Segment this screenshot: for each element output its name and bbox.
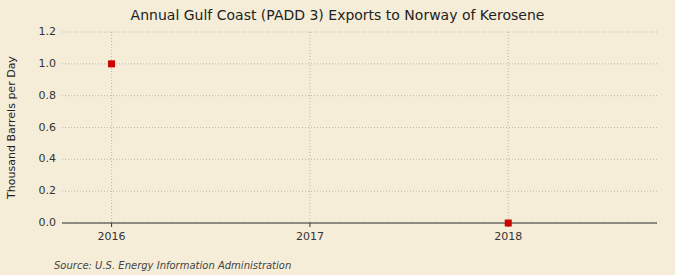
x-tick bbox=[111, 223, 112, 227]
y-grid-line bbox=[62, 159, 657, 160]
y-tick-label: 1.2 bbox=[39, 25, 57, 38]
y-tick-label: 0.6 bbox=[39, 121, 57, 134]
y-tick-label: 0.4 bbox=[39, 152, 57, 165]
y-tick-label: 0.8 bbox=[39, 89, 57, 102]
point bbox=[505, 220, 512, 227]
x-tick-label: 2016 bbox=[98, 230, 126, 243]
point bbox=[108, 60, 115, 67]
y-grid-line bbox=[62, 223, 657, 224]
source-note: Source: U.S. Energy Information Administ… bbox=[54, 260, 291, 271]
x-axis-line bbox=[62, 223, 657, 224]
x-axis: 2016 2017 2018 bbox=[62, 32, 657, 243]
background bbox=[0, 0, 675, 275]
y-tick-label: 1.0 bbox=[39, 57, 57, 70]
x-grid-line bbox=[309, 32, 310, 223]
chart: 0.0 0.2 0.4 0.6 0.8 1.0 1.2 2016 2017 2018 Annual … bbox=[0, 0, 675, 275]
x-tick-label: 2017 bbox=[296, 230, 324, 243]
y-grid-line bbox=[62, 191, 657, 192]
y-grid-line bbox=[62, 127, 657, 128]
y-grid-line bbox=[62, 63, 657, 64]
x-grid-line bbox=[508, 32, 509, 223]
x-tick bbox=[309, 223, 310, 227]
y-tick-label: 0.0 bbox=[39, 216, 57, 229]
y-grid-line bbox=[62, 95, 657, 96]
title: Annual Gulf Coast (PADD 3) Exports to No… bbox=[131, 7, 545, 23]
y-axis-label: Thousand Barrels per Day bbox=[5, 56, 18, 200]
y-grid-line bbox=[62, 32, 657, 33]
y-tick-label: 0.2 bbox=[39, 184, 57, 197]
y-axis: 0.0 0.2 0.4 0.6 0.8 1.0 1.2 bbox=[39, 25, 658, 229]
points bbox=[108, 60, 512, 226]
x-tick-label: 2018 bbox=[494, 230, 522, 243]
